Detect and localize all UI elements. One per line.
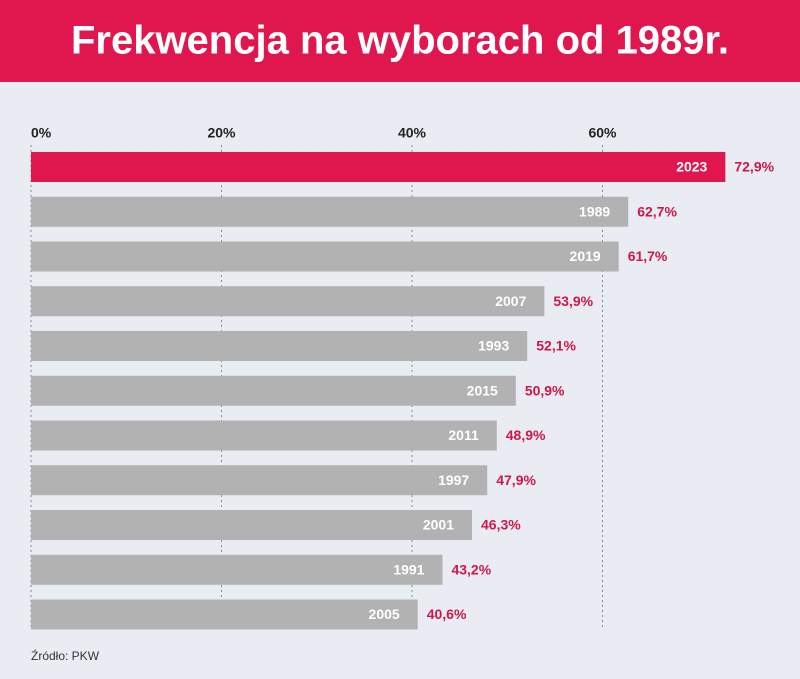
value-label: 53,9% [553,293,593,309]
category-label: 2015 [467,382,498,398]
chart-title: Frekwencja na wyborach od 1989r. [71,19,729,63]
x-tick-label: 0% [31,125,52,141]
value-label: 47,9% [496,472,536,488]
value-label: 43,2% [451,561,491,577]
category-label: 2007 [495,293,526,309]
category-label: 2011 [448,427,479,443]
category-label: 2019 [570,248,601,264]
category-label: 2001 [423,517,454,533]
bar [31,599,418,630]
category-label: 2023 [676,159,707,175]
category-label: 1991 [393,561,424,577]
value-label: 48,9% [506,427,546,443]
bar [31,152,726,182]
value-label: 50,9% [525,382,565,398]
bar [31,286,545,317]
bar [31,241,619,272]
bar [31,196,629,227]
bar [31,420,497,451]
value-label: 61,7% [628,248,668,264]
x-tick-label: 20% [207,125,236,141]
category-label: 1993 [478,338,509,354]
category-label: 1997 [438,472,469,488]
value-label: 52,1% [536,338,576,354]
bar [31,510,473,540]
title-banner [0,0,800,82]
bar [31,375,516,406]
x-tick-label: 60% [588,125,617,141]
source: Źródło: PKW [31,648,100,663]
category-label: 2005 [369,606,400,622]
category-label: 1989 [579,203,610,219]
bar [31,331,528,361]
bar [31,554,443,585]
bar [31,465,488,496]
value-label: 46,3% [481,517,521,533]
value-label: 72,9% [734,159,774,175]
x-tick-label: 40% [398,125,427,141]
value-label: 62,7% [637,203,677,219]
value-label: 40,6% [427,606,467,622]
